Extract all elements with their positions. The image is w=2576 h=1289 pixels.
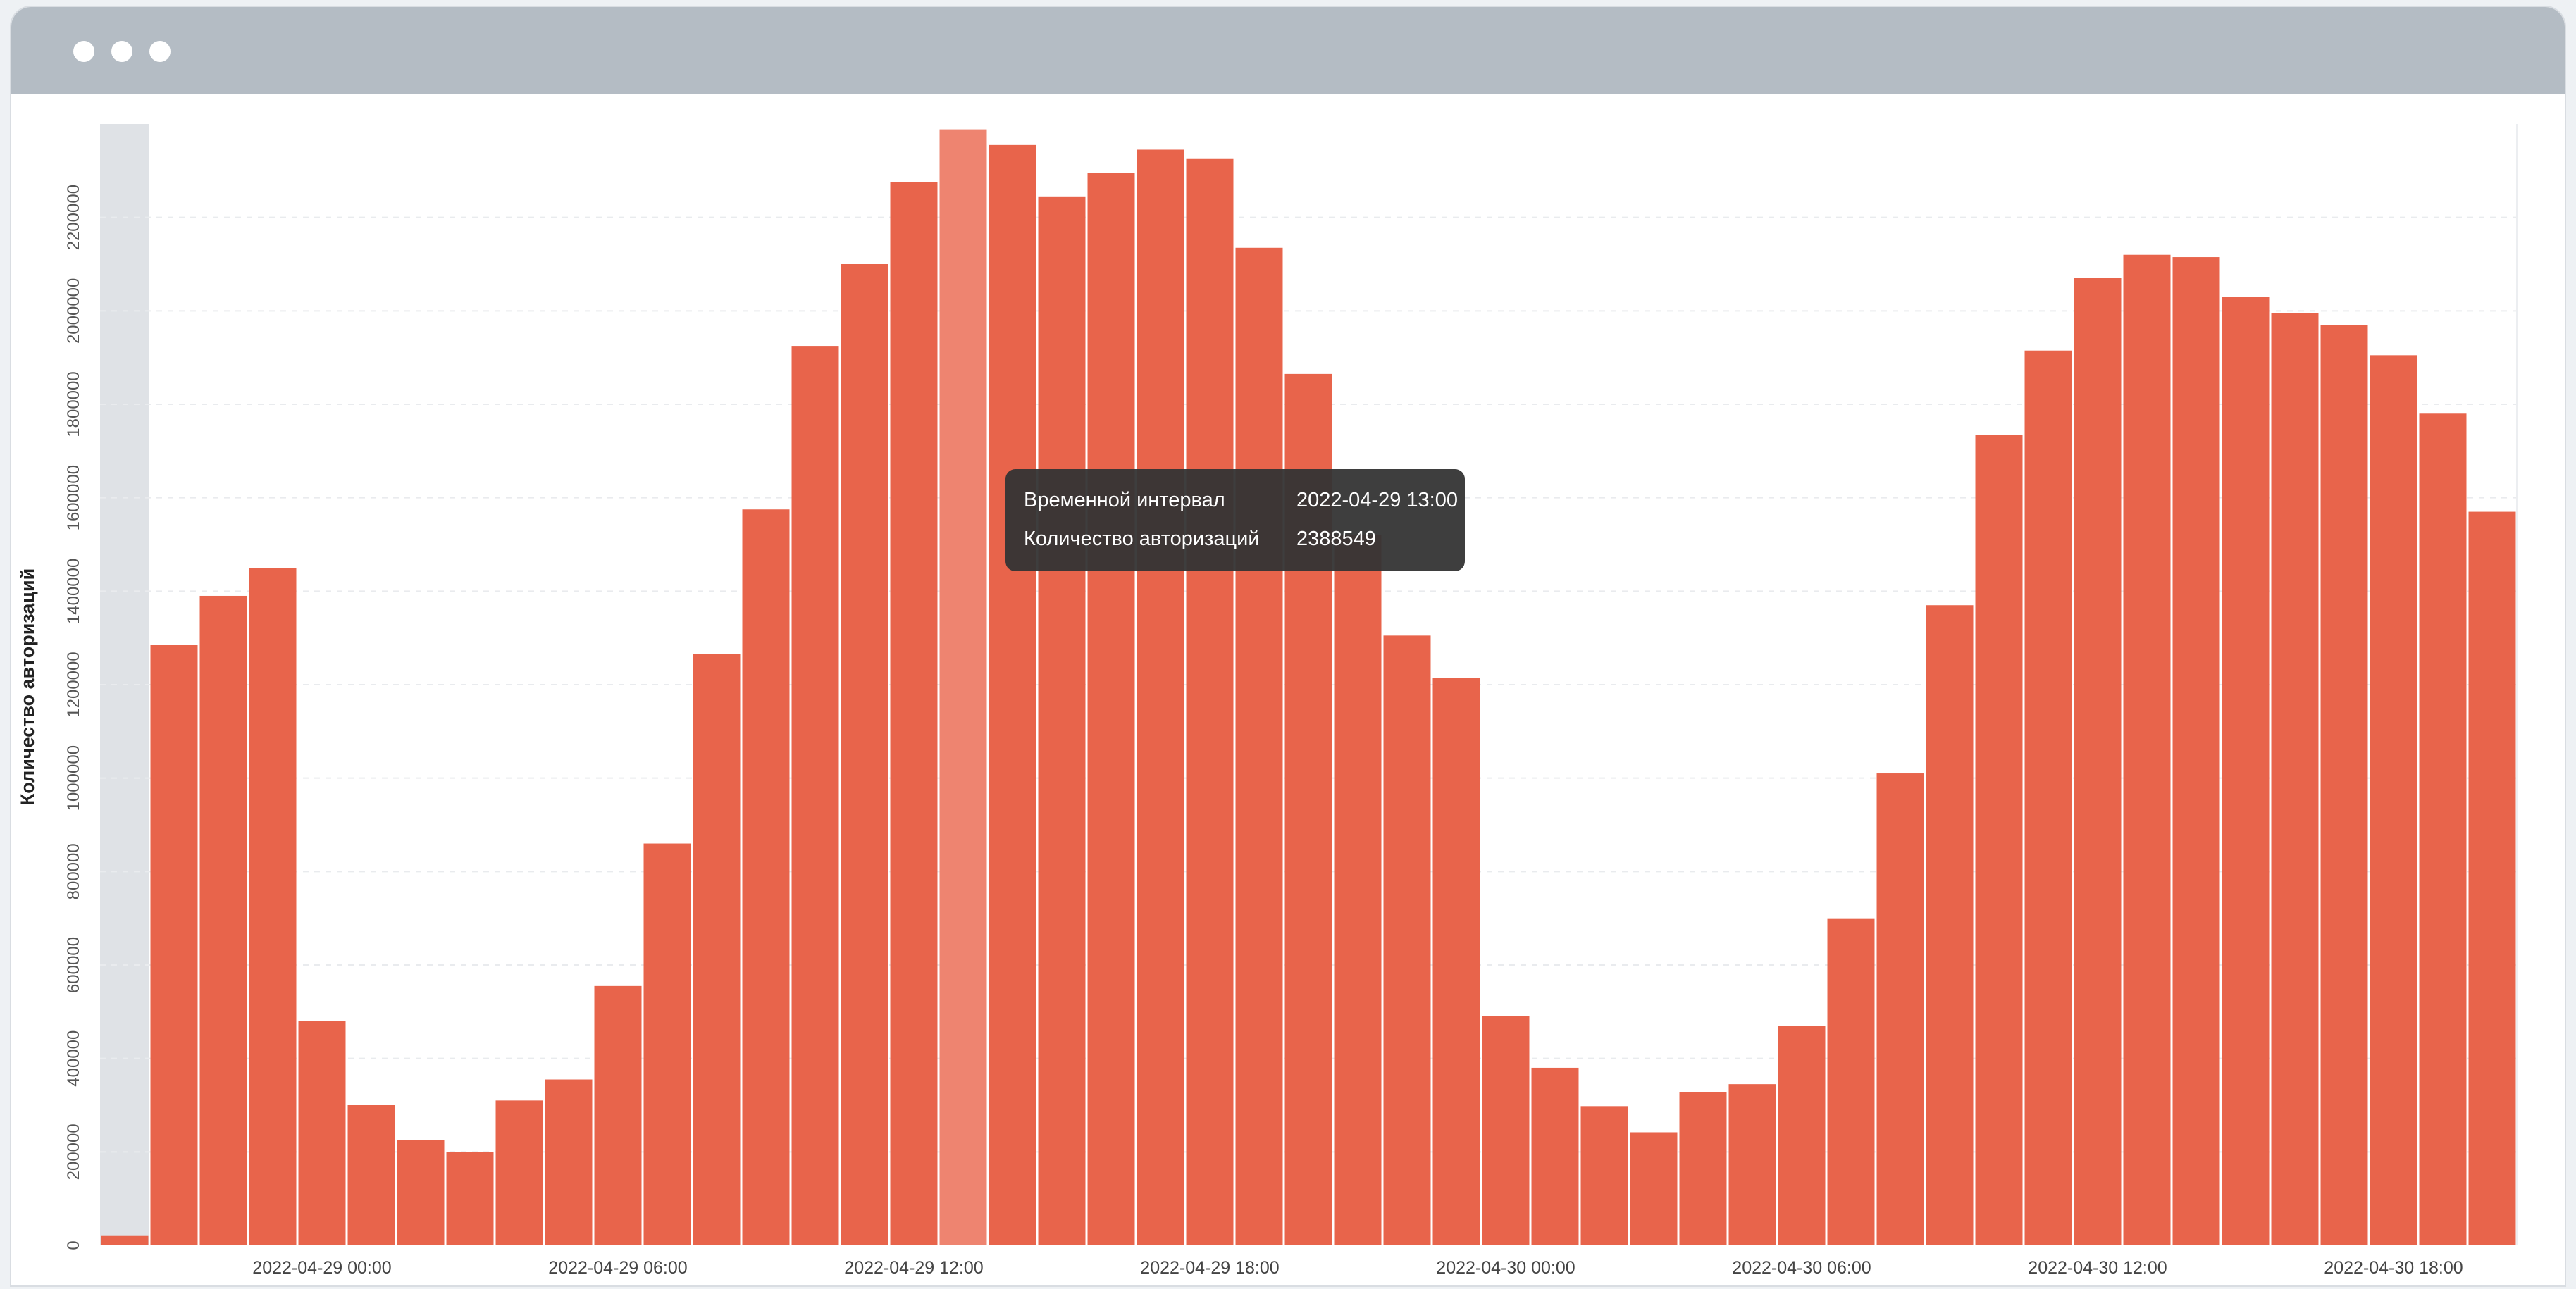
x-tick-label: 2022-04-29 06:00: [548, 1258, 687, 1278]
bar[interactable]: [2123, 254, 2171, 1245]
bar[interactable]: [1926, 605, 1974, 1245]
bar[interactable]: [2172, 257, 2220, 1245]
window-titlebar: [11, 7, 2565, 94]
bar[interactable]: [495, 1100, 543, 1245]
bar[interactable]: [150, 644, 198, 1245]
bar[interactable]: [791, 346, 839, 1245]
y-tick-label: 1000000: [64, 745, 83, 811]
y-tick-label: 800000: [64, 843, 83, 899]
x-tick-label: 2022-04-30 12:00: [2028, 1258, 2167, 1278]
x-tick-label: 2022-04-29 12:00: [844, 1258, 983, 1278]
bar[interactable]: [446, 1152, 494, 1245]
bar[interactable]: [1778, 1026, 1826, 1245]
y-tick-label: 0: [64, 1240, 83, 1250]
bar[interactable]: [1531, 1067, 1579, 1245]
bar[interactable]: [841, 264, 888, 1245]
y-tick-label: 1600000: [64, 465, 83, 530]
bar[interactable]: [1383, 635, 1431, 1245]
x-tick-label: 2022-04-29 18:00: [1140, 1258, 1279, 1278]
bar[interactable]: [1432, 678, 1480, 1245]
bar[interactable]: [1728, 1084, 1776, 1245]
tooltip-count-label: Количество авторизаций: [1024, 528, 1260, 550]
close-window-icon[interactable]: [73, 41, 94, 62]
bar[interactable]: [742, 509, 790, 1245]
bar[interactable]: [199, 595, 247, 1245]
tooltip-time-label: Временной интервал: [1024, 489, 1225, 511]
bar[interactable]: [397, 1140, 445, 1245]
bar[interactable]: [2468, 511, 2516, 1245]
y-tick-label: 1400000: [64, 559, 83, 624]
bar[interactable]: [1630, 1132, 1678, 1245]
tooltip-count-value: 2388549: [1296, 528, 1376, 550]
bar[interactable]: [298, 1021, 346, 1245]
bar[interactable]: [939, 129, 987, 1245]
y-axis-label: Количество авторизаций: [17, 568, 38, 805]
bar[interactable]: [1235, 247, 1283, 1245]
bar[interactable]: [594, 985, 642, 1245]
x-tick-label: 2022-04-30 18:00: [2324, 1258, 2463, 1278]
bar[interactable]: [2320, 325, 2368, 1245]
bar[interactable]: [2074, 278, 2122, 1245]
maximize-window-icon[interactable]: [149, 41, 171, 62]
bar[interactable]: [1087, 173, 1135, 1245]
bar[interactable]: [1975, 435, 2023, 1245]
bar[interactable]: [643, 843, 691, 1245]
y-tick-label: 2200000: [64, 185, 83, 250]
y-tick-label: 200000: [64, 1123, 83, 1180]
y-tick-label: 2000000: [64, 278, 83, 344]
bar[interactable]: [1827, 918, 1875, 1245]
bar[interactable]: [1334, 535, 1382, 1245]
bar[interactable]: [890, 182, 938, 1246]
y-tick-label: 600000: [64, 937, 83, 993]
y-tick-label: 1200000: [64, 652, 83, 717]
bar[interactable]: [989, 144, 1036, 1246]
bar[interactable]: [1580, 1106, 1628, 1245]
bar[interactable]: [249, 568, 297, 1245]
bar[interactable]: [545, 1079, 593, 1245]
bar[interactable]: [1137, 149, 1184, 1245]
x-tick-label: 2022-04-29 00:00: [252, 1258, 391, 1278]
bars: [101, 129, 2516, 1246]
x-tick-label: 2022-04-30 06:00: [1732, 1258, 1871, 1278]
y-tick-label: 400000: [64, 1030, 83, 1087]
y-tick-label: 1800000: [64, 371, 83, 437]
bar[interactable]: [2024, 350, 2072, 1245]
bar[interactable]: [2419, 413, 2467, 1246]
x-tick-label: 2022-04-30 00:00: [1436, 1258, 1575, 1278]
bar[interactable]: [693, 654, 741, 1245]
bar[interactable]: [1482, 1016, 1530, 1245]
bar[interactable]: [1876, 773, 1924, 1245]
bar[interactable]: [1038, 196, 1086, 1246]
bar[interactable]: [101, 1235, 149, 1245]
minimize-window-icon[interactable]: [111, 41, 132, 62]
bar[interactable]: [347, 1105, 395, 1245]
bar[interactable]: [1186, 158, 1234, 1245]
tooltip-time-value: 2022-04-29 13:00: [1296, 489, 1458, 511]
bar[interactable]: [2271, 313, 2319, 1245]
bar[interactable]: [1679, 1092, 1727, 1245]
bar[interactable]: [2222, 297, 2270, 1245]
axes: 0 200000 400000 600000 800000 1000000 1200000 1…: [64, 124, 2518, 1278]
bar[interactable]: [2370, 355, 2417, 1246]
chart-tooltip: Временной интервал 2022-04-29 13:00 Коли…: [1005, 469, 1465, 571]
